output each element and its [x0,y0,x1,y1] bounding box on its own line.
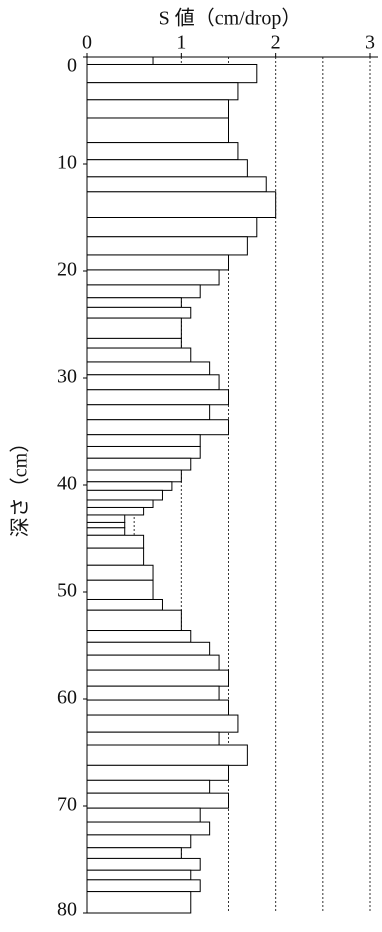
bar [86,317,182,339]
bar [86,654,220,671]
bar [86,269,220,286]
bar [86,714,239,733]
bar [86,527,126,536]
y-axis-label: 深さ（cm） [9,433,32,537]
bar [86,191,277,219]
bar [86,361,211,376]
bar [86,99,229,119]
bar [86,297,182,308]
bar [86,669,229,687]
bar [86,419,229,436]
bar [86,489,163,501]
bar [86,63,258,84]
bar [86,499,154,508]
y-tick-label: 60 [57,687,77,709]
bar [86,404,211,421]
bar [86,821,211,836]
y-tick-label: 70 [57,794,77,816]
chart-title: S 値（cm/drop） [159,7,302,30]
bar [86,117,229,144]
bar [86,534,145,549]
bar [86,641,211,656]
bar [86,630,192,643]
x-tick-label: 3 [365,32,375,54]
y-tick-label: 50 [57,580,77,602]
bar [86,609,182,632]
y-tick-label: 0 [67,55,77,77]
bar [86,744,248,766]
y-tick-label: 30 [57,366,77,388]
x-tick-label: 1 [176,32,186,54]
bar [86,847,182,859]
bar [86,236,248,256]
bar [86,869,192,881]
y-tick-label: 40 [57,473,77,495]
bar [86,445,201,459]
bar [86,564,154,581]
bar [86,337,182,349]
bar [86,685,220,701]
bar [86,807,201,823]
bar [86,521,126,529]
bar [86,176,267,193]
y-tick-label: 20 [57,259,77,281]
bar [86,764,229,781]
bar [86,699,229,716]
bar [86,547,145,566]
bar [86,347,192,363]
x-tick-label: 0 [82,32,92,54]
bar [86,457,192,471]
bar [86,254,229,271]
bar [86,579,154,600]
bar [86,857,201,871]
bar [86,306,192,319]
y-tick-label: 80 [57,899,77,921]
bar [86,374,220,391]
bar [86,834,192,849]
bar [86,284,201,299]
bar [86,779,211,794]
bar [86,598,163,611]
bar [86,142,239,161]
bar [86,792,229,809]
bar [86,56,154,65]
bar [86,731,220,746]
bar [86,159,248,178]
x-tick-label: 2 [271,32,281,54]
bar [86,879,201,893]
bar [86,82,239,101]
bar [86,891,192,914]
bar [86,469,182,483]
bar [86,389,229,406]
bar [86,514,126,523]
y-tick-label: 10 [57,152,77,174]
bar [86,434,201,447]
bar [86,506,145,516]
bar [86,217,258,238]
bar [86,481,173,491]
